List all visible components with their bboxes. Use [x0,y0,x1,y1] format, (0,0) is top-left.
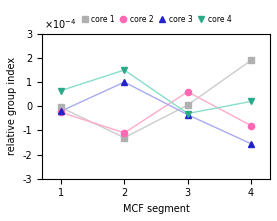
core 1 [59,106,63,109]
core 3 [123,81,126,83]
core 2 [59,111,63,114]
core 1 [123,136,126,139]
core 1 [249,59,253,62]
Text: $\times 10^{-4}$: $\times 10^{-4}$ [44,17,77,31]
core 3 [249,142,253,145]
core 1 [186,104,189,106]
core 2 [186,90,189,93]
core 2 [123,131,126,134]
core 3 [186,113,189,116]
core 3 [59,110,63,112]
Y-axis label: relative group index: relative group index [7,57,17,155]
core 4 [59,89,63,92]
Line: core 2: core 2 [58,89,254,136]
core 4 [249,100,253,103]
core 4 [123,69,126,71]
Line: core 3: core 3 [58,79,254,147]
Line: core 1: core 1 [58,57,254,141]
core 2 [249,124,253,127]
X-axis label: MCF segment: MCF segment [123,204,189,214]
Line: core 4: core 4 [58,67,254,117]
core 4 [186,112,189,115]
Legend: core 1, core 2, core 3, core 4: core 1, core 2, core 3, core 4 [77,11,235,27]
